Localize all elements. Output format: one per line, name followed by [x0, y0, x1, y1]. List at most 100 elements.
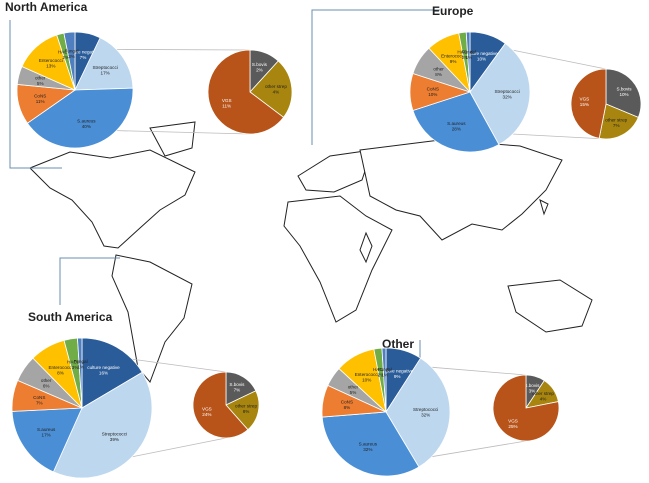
slice-value: 8% — [243, 409, 250, 414]
slice-label: S.bovis — [229, 382, 245, 387]
slice-label: S.aureus — [447, 121, 466, 126]
pie-slice — [249, 60, 293, 118]
pie-slice — [492, 374, 560, 442]
slice-value: 2% — [256, 68, 263, 73]
pie-slice — [570, 68, 607, 139]
connector — [130, 437, 227, 458]
slice-value: 7% — [613, 123, 620, 128]
chart-title: Other — [382, 337, 414, 351]
slice-label: Enterococci — [48, 365, 72, 370]
slice-label: culture negative — [465, 51, 498, 56]
slice-label: Enterococci — [39, 58, 63, 63]
connector — [115, 49, 251, 51]
pie-slice — [412, 91, 500, 153]
slice-value: 3% — [68, 54, 75, 59]
slice-label: S.aureus — [37, 427, 56, 432]
slice-label: other strep — [532, 391, 554, 396]
slice-value: 25% — [508, 424, 517, 429]
world-map — [29, 121, 593, 383]
slice-value: 1% — [381, 372, 388, 377]
pie-slice — [11, 407, 83, 473]
pie-slice — [598, 103, 639, 140]
slice-label: HACEK — [373, 367, 390, 372]
slice-label: Streptococci — [494, 89, 519, 94]
connector — [511, 133, 607, 140]
chart-title: South America — [28, 310, 113, 324]
pie-slice — [385, 357, 451, 468]
leader-line — [9, 20, 62, 169]
slice-label: other — [35, 75, 46, 80]
leader-line — [311, 9, 440, 145]
slice-label: Fungal — [74, 359, 88, 364]
slice-label: HACEK — [67, 360, 84, 365]
slice-label: VGS — [222, 98, 232, 103]
slice-label: other — [433, 67, 444, 72]
connector — [130, 358, 227, 373]
pie-slice — [192, 371, 249, 439]
slice-label: VGS — [508, 418, 518, 423]
slice-label: other strep — [605, 118, 627, 123]
slice-label: other strep — [235, 404, 257, 409]
pie-slice — [26, 87, 134, 149]
slice-label: other strep — [265, 84, 287, 89]
slice-value: 28% — [452, 127, 461, 132]
slice-value: 39% — [110, 437, 119, 442]
slice-label: HACEK — [457, 50, 474, 55]
slice-value: 4% — [273, 90, 280, 95]
slice-value: 4% — [540, 397, 547, 402]
pie-slice — [605, 68, 642, 118]
pie-slice — [381, 347, 387, 413]
chart-title: North America — [5, 0, 88, 14]
slice-value: 16% — [99, 370, 108, 375]
leader-line — [59, 257, 120, 305]
slice-label: S.bovis — [617, 86, 633, 91]
slice-value: 3% — [72, 365, 79, 370]
slice-value: 2% — [462, 55, 469, 60]
slice-label: S.bovis — [252, 62, 268, 67]
slice-value: 1% — [466, 55, 473, 60]
pie-slice — [469, 42, 531, 146]
slice-value: 7% — [234, 388, 241, 393]
slice-label: S.aureus — [77, 119, 96, 124]
slice-label: other — [348, 384, 359, 389]
slice-value: 8% — [435, 72, 442, 77]
slice-value: 32% — [503, 94, 512, 99]
slice-label: Enterococci — [441, 53, 465, 58]
slice-value: 5% — [37, 81, 44, 86]
slice-value: 10% — [362, 377, 371, 382]
slice-value: 13% — [46, 63, 55, 68]
slice-value: 1% — [77, 365, 84, 370]
slice-value: 6% — [43, 384, 50, 389]
slice-value: 7% — [80, 55, 87, 60]
pie-slice — [63, 31, 76, 91]
connector — [115, 130, 251, 135]
slice-label: S.bovis — [524, 383, 540, 388]
slice-value: 10% — [428, 92, 437, 97]
slice-value: 7% — [36, 400, 43, 405]
slice-label: CoNS — [33, 395, 45, 400]
connector — [430, 366, 527, 376]
slice-value: 40% — [82, 124, 91, 129]
slice-label: VGS — [202, 407, 212, 412]
pie-slice — [52, 371, 153, 479]
slice-label: Streptococci — [413, 407, 438, 412]
slice-value: 5% — [350, 390, 357, 395]
slice-value: 9% — [394, 374, 401, 379]
slice-value: 15% — [580, 102, 589, 107]
slice-value: 11% — [222, 104, 231, 109]
slice-value: 3% — [529, 388, 536, 393]
slice-label: CoNS — [427, 86, 439, 91]
slice-value: 17% — [101, 70, 110, 75]
slice-value: 8% — [57, 370, 64, 375]
slice-label: Fungal — [378, 367, 392, 372]
slice-label: Streptococci — [92, 65, 117, 70]
pie-slice — [465, 31, 471, 93]
slice-label: Streptococci — [102, 431, 127, 436]
slice-value: 24% — [202, 412, 211, 417]
slice-value: 32% — [421, 413, 430, 418]
slice-label: other — [41, 378, 52, 383]
slice-value: 17% — [42, 432, 51, 437]
pie-slice — [321, 411, 420, 477]
slice-label: culture negative — [67, 49, 100, 54]
